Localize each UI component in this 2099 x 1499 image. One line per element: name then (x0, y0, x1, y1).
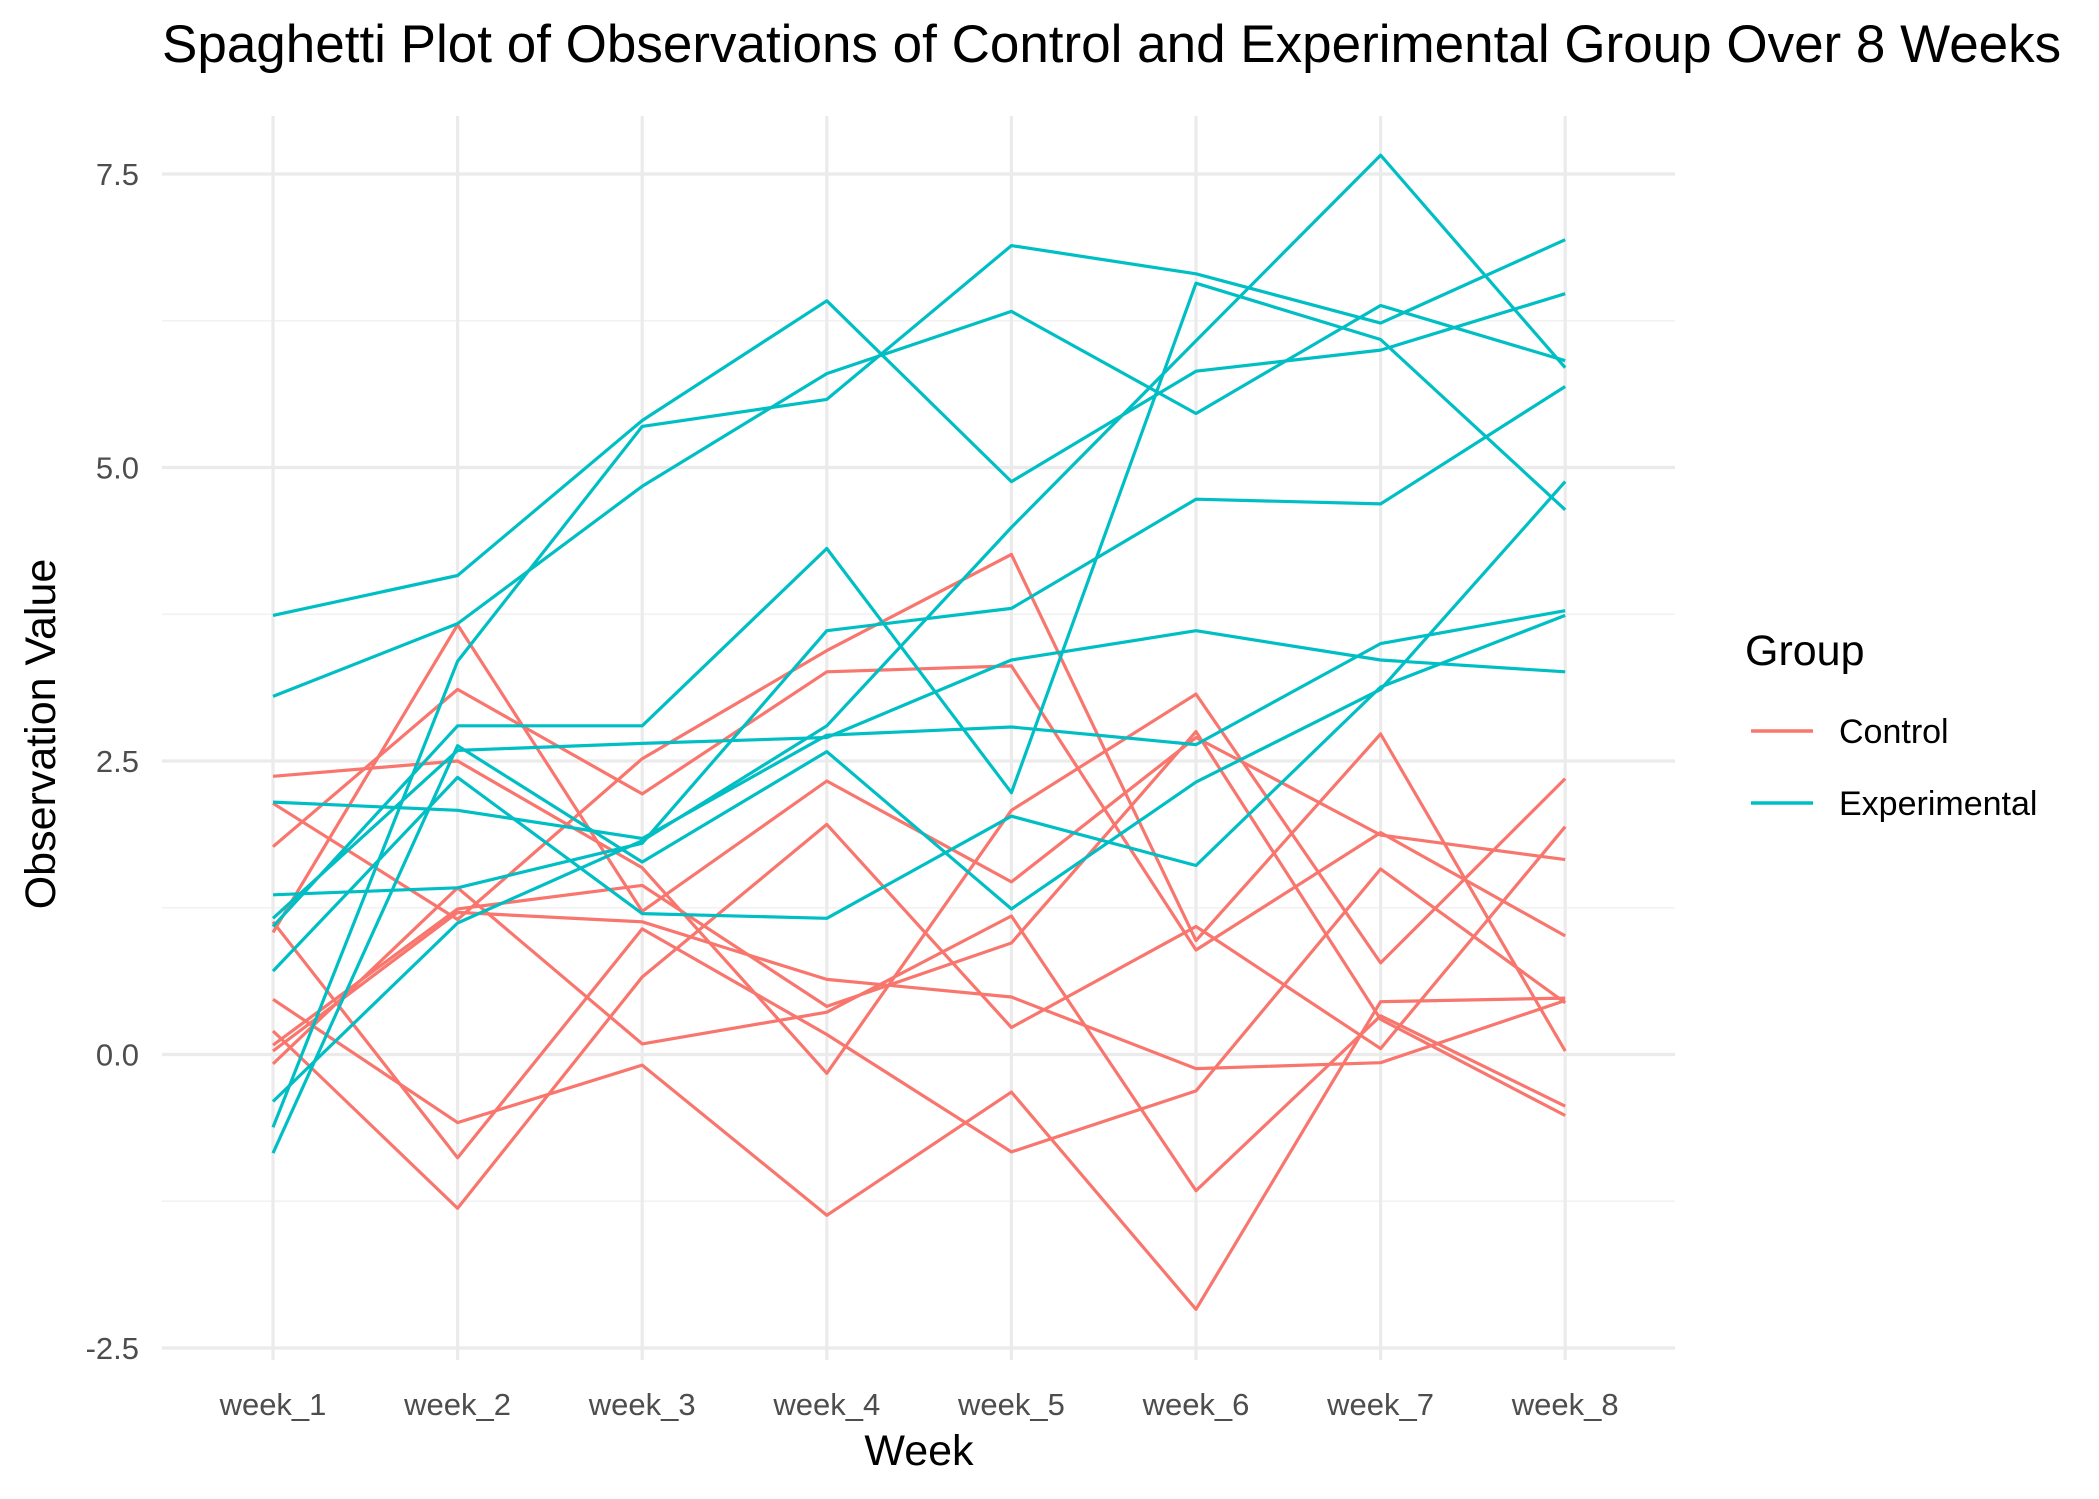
series-line-control-8 (271, 886, 1566, 1193)
x-tick-label: week_5 (957, 1387, 1065, 1422)
y-axis-tick-labels: -2.5 0.0 2.5 5.0 7.5 (86, 157, 139, 1366)
series-line-experimental-12 (271, 480, 1567, 1154)
y-tick-label: 2.5 (96, 744, 139, 779)
x-tick-label: week_4 (772, 1387, 880, 1422)
series-line-control-2 (271, 867, 1567, 1160)
x-tick-label: week_6 (1142, 1387, 1250, 1422)
series-lines (271, 153, 1567, 1311)
legend: Group Control Experimental (1745, 627, 2037, 823)
series-line-experimental-13 (272, 609, 1566, 841)
legend-title: Group (1745, 627, 1865, 675)
series-line-control-1 (271, 822, 1567, 1210)
y-tick-label: 7.5 (96, 157, 139, 192)
x-tick-label: week_7 (1326, 1387, 1434, 1422)
y-tick-label: 5.0 (96, 451, 139, 486)
legend-label-experimental: Experimental (1839, 785, 2037, 823)
y-axis-title: Observation Value (17, 559, 65, 910)
legend-entries: Control Experimental (1751, 713, 2037, 823)
x-tick-label: week_3 (588, 1387, 696, 1422)
series-line-experimental-14 (271, 238, 1566, 1128)
legend-entry-experimental: Experimental (1751, 785, 2037, 823)
x-axis-title: Week (864, 1427, 974, 1475)
series-line-experimental-17 (272, 292, 1566, 617)
series-line-experimental-18 (272, 385, 1567, 897)
legend-entry-control: Control (1751, 713, 1949, 751)
legend-label-control: Control (1839, 713, 1949, 751)
chart-title: Spaghetti Plot of Observations of Contro… (162, 15, 2061, 74)
series-line-control-10 (272, 552, 1567, 1052)
series-line-experimental-16 (271, 613, 1566, 973)
series-line-control-9 (272, 729, 1566, 1117)
y-tick-label: -2.5 (86, 1331, 139, 1366)
series-line-control-6 (272, 692, 1567, 1075)
x-tick-label: week_8 (1511, 1387, 1619, 1422)
series-line-experimental-20 (271, 153, 1567, 1103)
x-tick-label: week_1 (219, 1387, 327, 1422)
x-tick-label: week_2 (403, 1387, 511, 1422)
x-axis-tick-labels: week_1 week_2 week_3 week_4 week_5 week_6 week… (219, 1387, 1619, 1422)
series-line-experimental-19 (271, 629, 1566, 920)
series-line-control-5 (272, 996, 1566, 1311)
series-line-experimental-15 (271, 281, 1567, 928)
minor-gridlines (162, 319, 1675, 1203)
y-tick-label: 0.0 (96, 1038, 139, 1073)
series-line-experimental-11 (272, 303, 1566, 698)
